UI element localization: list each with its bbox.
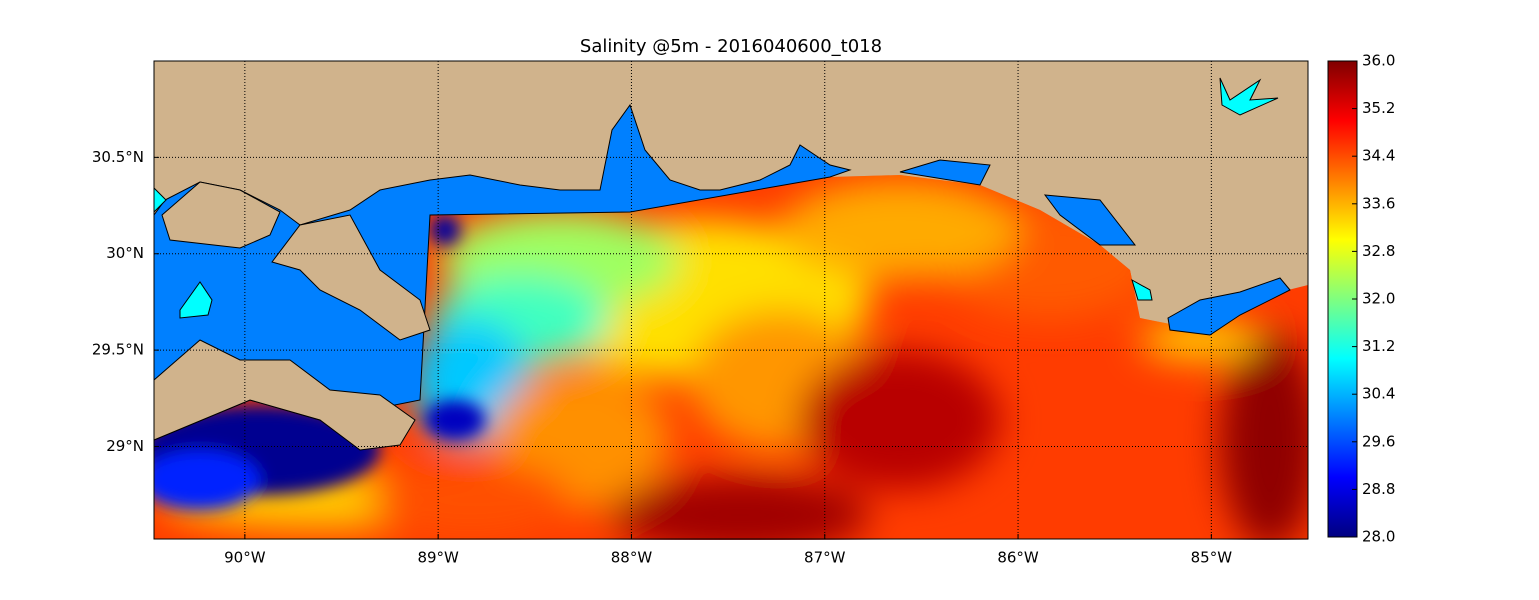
y-tick-label: 30.5°N xyxy=(92,148,144,166)
colorbar-tick-label: 32.8 xyxy=(1362,242,1395,260)
x-tick-label: 86°W xyxy=(997,549,1039,567)
y-tick-label: 30°N xyxy=(106,244,144,262)
y-tick-label: 29.5°N xyxy=(92,341,144,359)
colorbar-tick-label: 30.4 xyxy=(1362,385,1395,403)
colorbar-tick-label: 34.4 xyxy=(1362,147,1395,165)
colorbar-tick-label: 32.0 xyxy=(1362,290,1395,308)
map-area xyxy=(153,61,1308,540)
grid xyxy=(154,61,1308,539)
coastal-water xyxy=(153,103,852,441)
lake xyxy=(153,77,1279,319)
colorbar-tick-label: 28.8 xyxy=(1362,480,1395,498)
x-tick-label: 87°W xyxy=(804,549,846,567)
axes-frame xyxy=(153,60,1309,540)
colorbar-tick-label: 33.6 xyxy=(1362,194,1395,212)
colorbar-tick-label: 35.2 xyxy=(1362,99,1395,117)
x-tick-label: 88°W xyxy=(611,549,653,567)
y-tick-label: 29°N xyxy=(106,437,144,455)
coastal-water xyxy=(899,159,1291,336)
x-tick-label: 89°W xyxy=(417,549,459,567)
colorbar-tick-label: 36.0 xyxy=(1362,52,1395,70)
land xyxy=(271,214,431,341)
land xyxy=(153,339,416,451)
colorbar-tick-label: 29.6 xyxy=(1362,432,1395,450)
colorbar-tick-label: 28.0 xyxy=(1362,528,1395,546)
land xyxy=(161,181,281,249)
chart-title: Salinity @5m - 2016040600_t018 xyxy=(580,36,882,57)
x-tick-label: 90°W xyxy=(224,549,266,567)
x-tick-label: 85°W xyxy=(1191,549,1233,567)
colorbar-tick-label: 31.2 xyxy=(1362,337,1395,355)
